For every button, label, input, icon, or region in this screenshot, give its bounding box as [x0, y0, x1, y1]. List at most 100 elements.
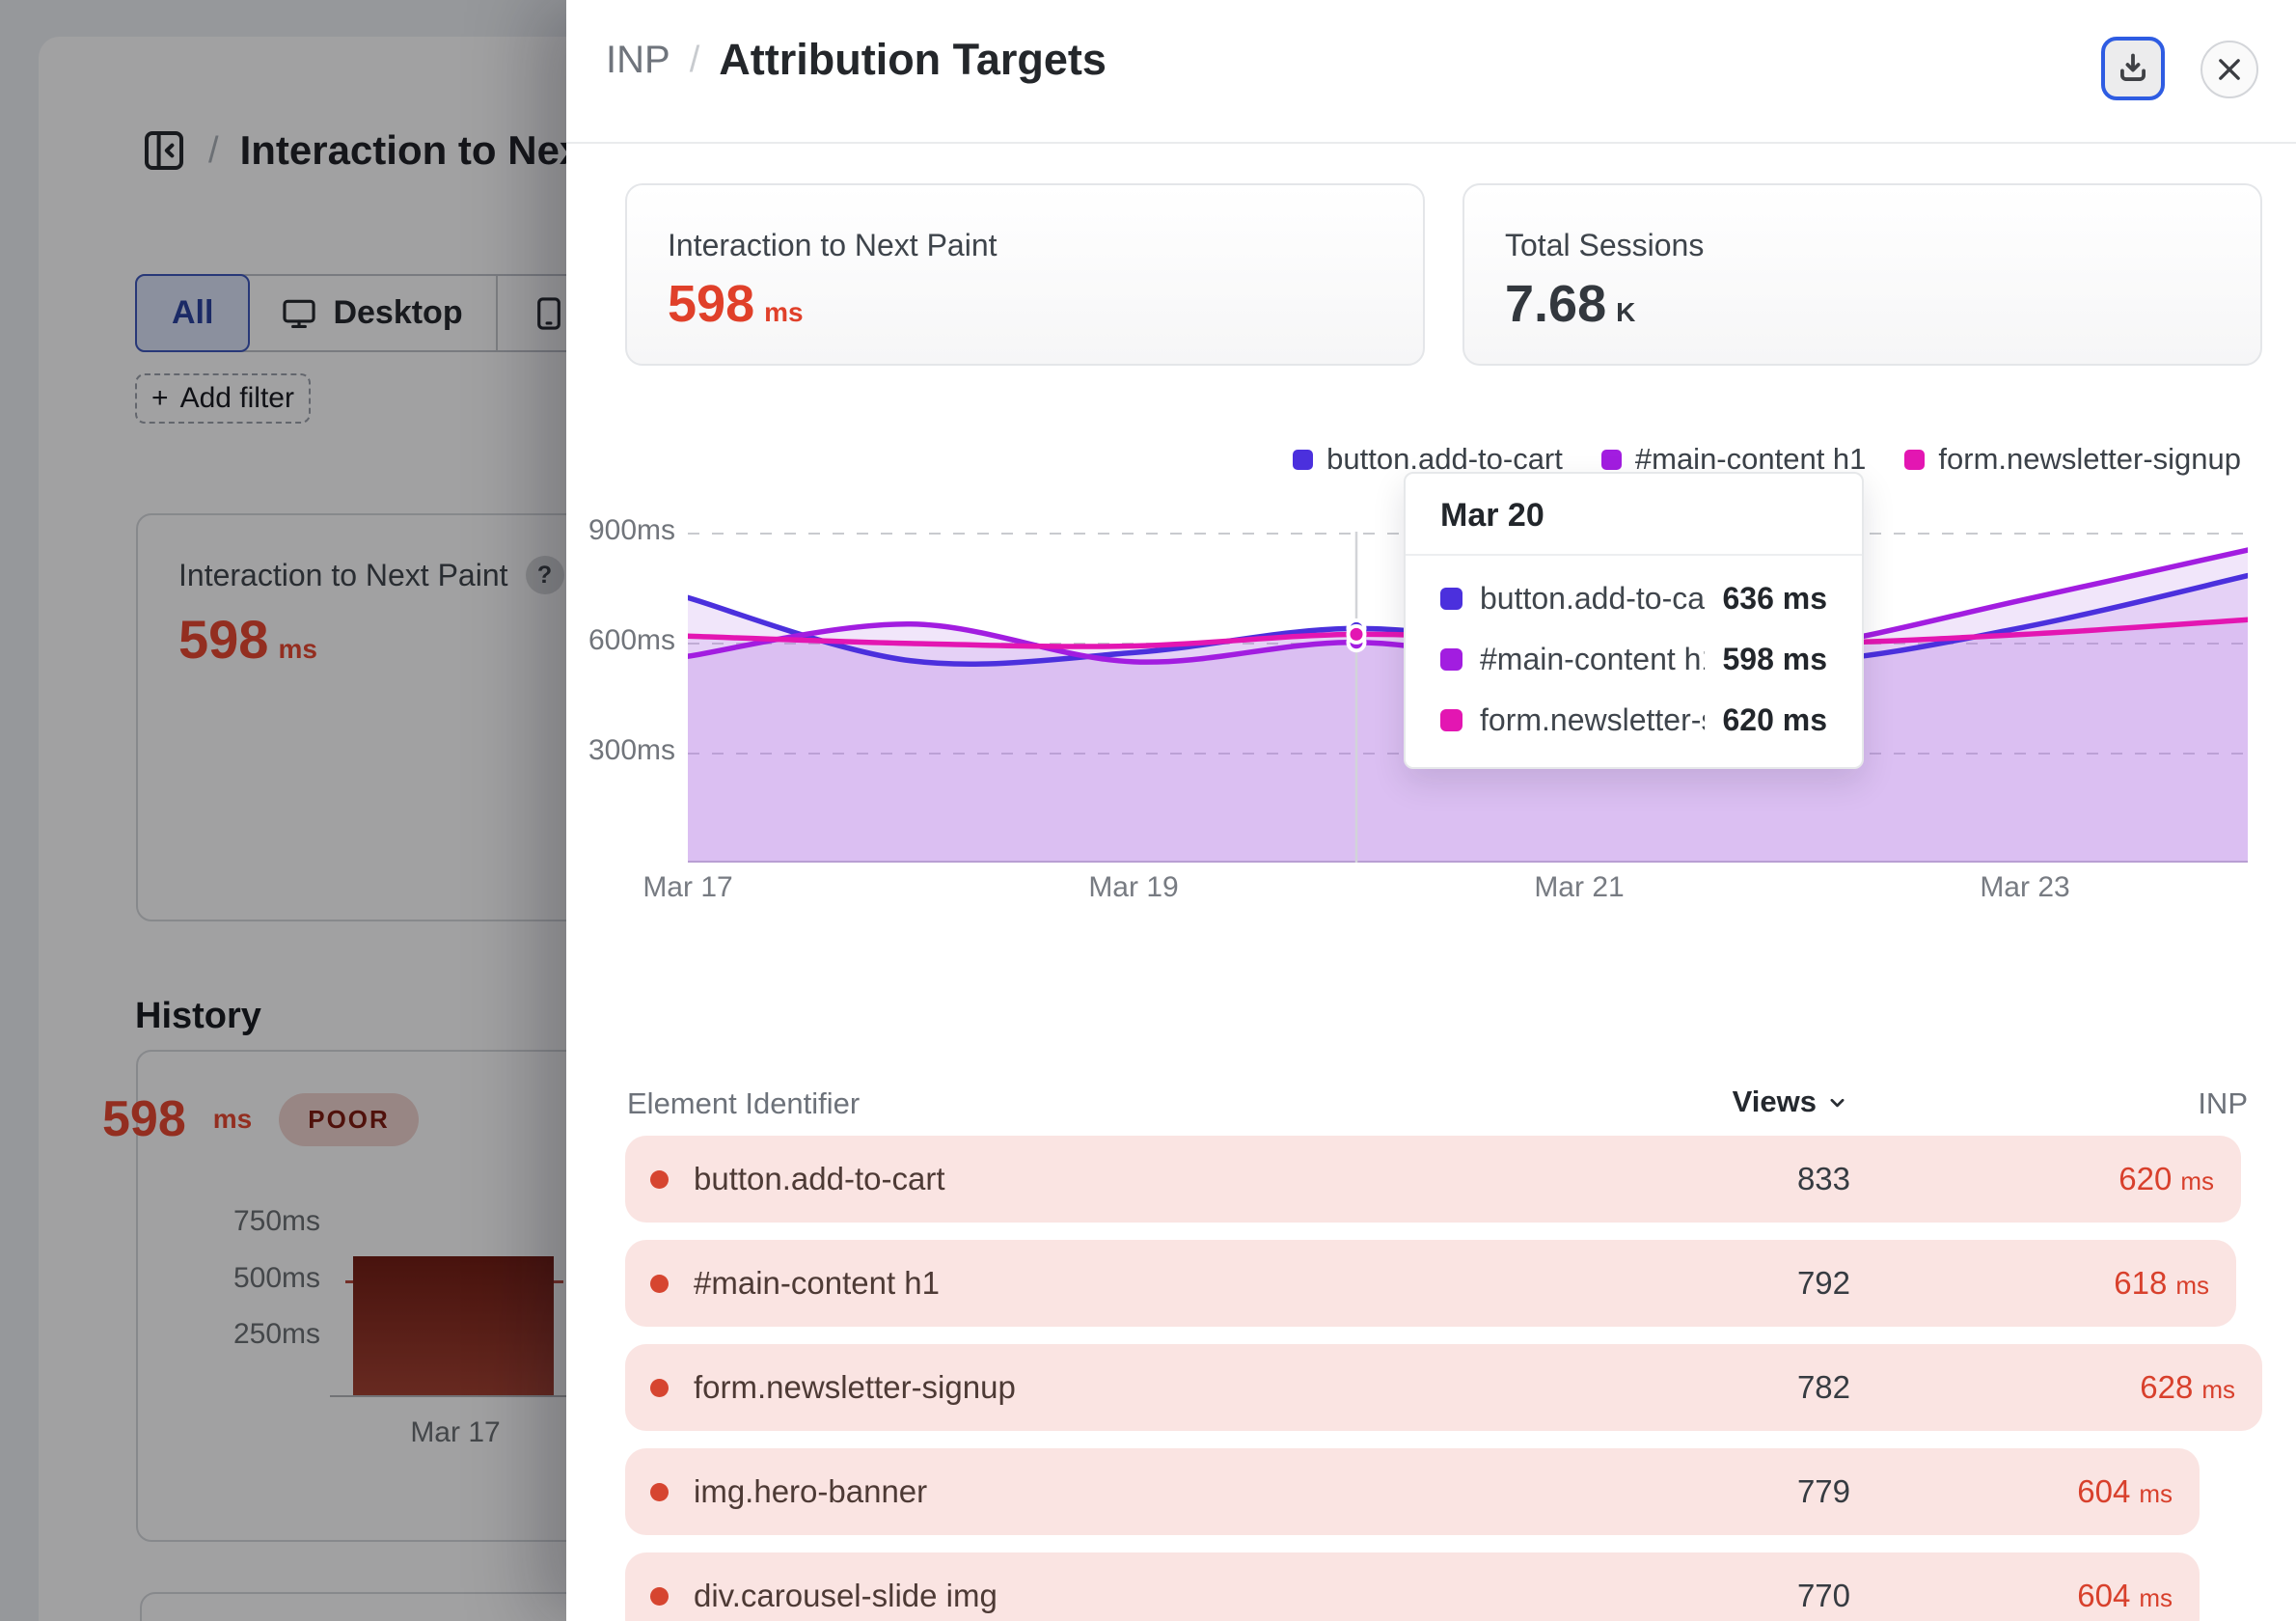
- tooltip-row: button.add-to-cart 636 ms: [1406, 581, 1862, 617]
- inp-value: 604: [2077, 1473, 2131, 1509]
- tooltip-row: #main-content h1 598 ms: [1406, 642, 1862, 677]
- views-value: 779: [1796, 1473, 1850, 1509]
- inp-value: 628: [2140, 1369, 2194, 1405]
- ytick-900: 900ms: [588, 514, 675, 546]
- legend-label: #main-content h1: [1634, 442, 1867, 476]
- help-icon[interactable]: ?: [525, 556, 564, 594]
- tab-desktop-label: Desktop: [333, 294, 463, 331]
- add-filter-button[interactable]: + Add filter: [135, 373, 311, 424]
- inp-value: 604: [2077, 1578, 2131, 1613]
- panel-breadcrumb-section[interactable]: INP: [606, 38, 670, 81]
- column-header-inp[interactable]: INP: [2198, 1086, 2248, 1120]
- chart-legend: button.add-to-cart #main-content h1 form…: [566, 442, 2241, 477]
- status-dot-icon: [650, 1169, 669, 1189]
- history-value-row: 598 ms POOR: [102, 1090, 419, 1148]
- element-identifier: img.hero-banner: [694, 1473, 928, 1509]
- tooltip-row: form.newsletter-sig... 620 ms: [1406, 702, 1862, 738]
- inp-unit: ms: [2180, 1167, 2214, 1195]
- inp-unit: ms: [2175, 1271, 2209, 1300]
- column-header-element[interactable]: Element Identifier: [627, 1086, 861, 1120]
- history-ytick-750: 750ms: [232, 1205, 320, 1237]
- close-icon: [2213, 53, 2246, 86]
- tooltip-value: 598 ms: [1722, 642, 1827, 676]
- close-button[interactable]: [2200, 41, 2258, 98]
- metric-card-sessions-title: Total Sessions: [1505, 228, 1705, 262]
- metric-card-inp-title: Interaction to Next Paint: [668, 228, 998, 262]
- table-row[interactable]: #main-content h1 792 618 ms: [625, 1240, 2236, 1327]
- modal-backdrop[interactable]: [0, 0, 566, 1621]
- views-value: 792: [1796, 1265, 1850, 1301]
- legend-label: button.add-to-cart: [1326, 442, 1563, 476]
- metric-card-inp: Interaction to Next Paint 598 ms: [625, 183, 1425, 366]
- plus-icon: +: [151, 382, 169, 414]
- legend-item[interactable]: button.add-to-cart: [1293, 442, 1563, 477]
- legend-item[interactable]: #main-content h1: [1600, 442, 1867, 477]
- tooltip-label: button.add-to-cart: [1480, 581, 1706, 616]
- views-value: 782: [1796, 1369, 1850, 1405]
- tablet-icon: [531, 295, 567, 332]
- attribution-panel: INP / Attribution Targets Interaction to…: [566, 0, 2296, 1621]
- xtick-mar17: Mar 17: [642, 871, 733, 903]
- table-row[interactable]: div.carousel-slide img 770 604 ms: [625, 1552, 2200, 1621]
- views-value: 833: [1796, 1161, 1850, 1196]
- xtick-mar23: Mar 23: [1980, 871, 2070, 903]
- legend-item[interactable]: form.newsletter-signup: [1904, 442, 2241, 477]
- legend-label: form.newsletter-signup: [1938, 442, 2241, 476]
- tooltip-label: form.newsletter-sig...: [1480, 702, 1705, 737]
- element-identifier: button.add-to-cart: [694, 1161, 945, 1196]
- metric-card-inp-value: 598: [668, 275, 755, 333]
- history-heading: History: [135, 996, 261, 1036]
- x-axis-line: [688, 861, 2248, 863]
- legend-swatch-blue: [1293, 449, 1314, 470]
- panel-breadcrumb: INP / Attribution Targets: [606, 35, 1107, 85]
- tooltip-swatch-blue: [1440, 588, 1462, 610]
- download-icon: [2115, 50, 2151, 87]
- chevron-down-icon: [1824, 1089, 1850, 1115]
- tooltip-value: 636 ms: [1722, 581, 1827, 616]
- breadcrumb-separator: /: [208, 129, 219, 171]
- tab-desktop[interactable]: Desktop: [248, 276, 498, 350]
- panel-title: Attribution Targets: [719, 35, 1107, 84]
- history-ytick-250: 250ms: [232, 1318, 320, 1350]
- tooltip-title: Mar 20: [1440, 497, 1544, 534]
- inp-unit: ms: [2139, 1479, 2173, 1508]
- views-header-label: Views: [1732, 1085, 1817, 1118]
- history-unit: ms: [212, 1104, 253, 1134]
- metric-card-inp-unit: ms: [764, 297, 804, 327]
- table-row[interactable]: img.hero-banner 779 604 ms: [625, 1448, 2200, 1535]
- tooltip-swatch-purple: [1440, 648, 1462, 671]
- tooltip-label: #main-content h1: [1480, 642, 1706, 676]
- inp-card-value: 598 ms: [178, 608, 317, 671]
- history-bar[interactable]: [353, 1256, 554, 1396]
- tab-all[interactable]: All: [135, 274, 251, 352]
- inp-unit: ms: [2139, 1583, 2173, 1612]
- views-value: 770: [1796, 1578, 1850, 1613]
- history-ytick-500: 500ms: [232, 1262, 320, 1294]
- legend-swatch-purple: [1600, 449, 1622, 470]
- history-xtick: Mar 17: [410, 1416, 501, 1448]
- panel-breadcrumb-separator: /: [689, 39, 700, 80]
- legend-swatch-magenta: [1904, 449, 1926, 470]
- tooltip-swatch-magenta: [1440, 709, 1462, 731]
- xtick-mar21: Mar 21: [1534, 871, 1625, 903]
- tooltip-value: 620 ms: [1722, 702, 1827, 737]
- status-dot-icon: [650, 1378, 669, 1397]
- tooltip-divider: [1406, 554, 1862, 556]
- status-dot-icon: [650, 1482, 669, 1501]
- table-row[interactable]: button.add-to-cart 833 620 ms: [625, 1136, 2241, 1223]
- tab-all-label: All: [172, 294, 214, 331]
- inp-unit: ms: [278, 634, 317, 664]
- column-header-views[interactable]: Views: [1733, 1085, 1850, 1119]
- element-identifier: div.carousel-slide img: [694, 1578, 998, 1613]
- ytick-600: 600ms: [588, 624, 675, 656]
- download-button[interactable]: [2101, 37, 2165, 100]
- table-row[interactable]: form.newsletter-signup 782 628 ms: [625, 1344, 2262, 1431]
- status-badge: POOR: [279, 1092, 419, 1146]
- element-identifier: #main-content h1: [694, 1265, 940, 1301]
- metric-card-sessions-value: 7.68: [1505, 275, 1607, 333]
- chart-tooltip: Mar 20 button.add-to-cart 636 ms #main-c…: [1404, 472, 1864, 769]
- sidebar-collapse-icon[interactable]: [141, 127, 187, 174]
- add-filter-label: Add filter: [179, 382, 294, 414]
- status-dot-icon: [650, 1274, 669, 1293]
